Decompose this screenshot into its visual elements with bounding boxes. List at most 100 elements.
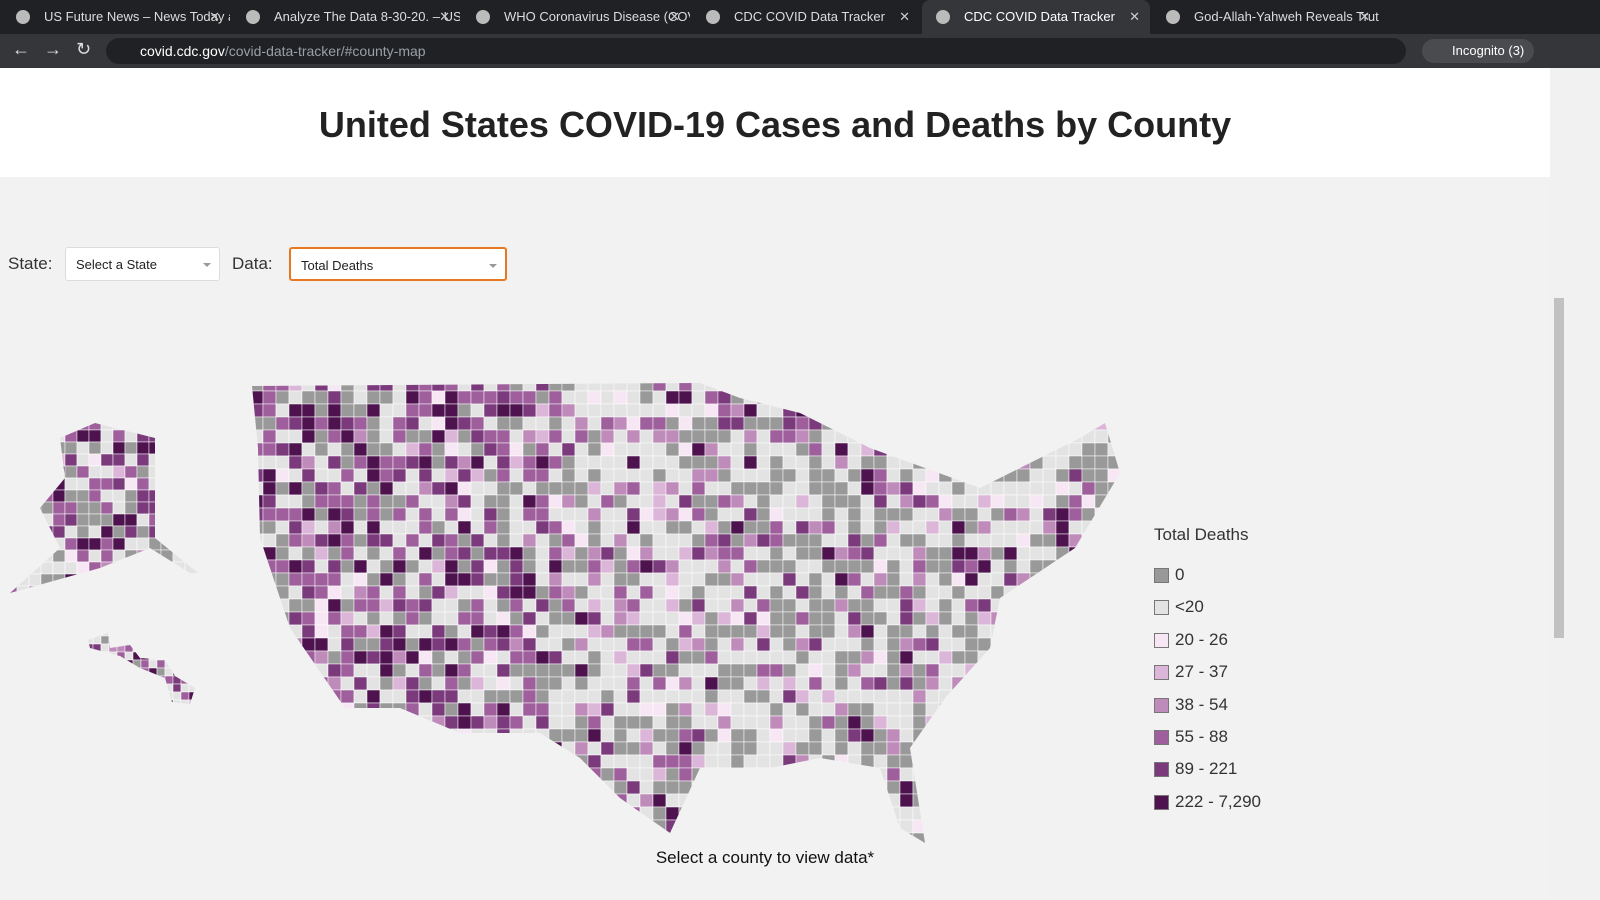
county[interactable] [678,572,693,587]
county[interactable] [964,507,979,522]
county[interactable] [704,780,719,795]
county[interactable] [951,806,966,821]
county[interactable] [1042,832,1057,846]
county[interactable] [925,676,940,691]
county[interactable] [353,429,368,444]
county[interactable] [509,455,524,470]
county[interactable] [704,572,719,587]
county[interactable] [834,455,849,470]
county[interactable] [782,507,797,522]
county[interactable] [112,477,126,491]
county[interactable] [535,663,550,678]
county[interactable] [1121,638,1134,651]
county[interactable] [112,453,126,467]
state-select[interactable]: Select a State [65,247,220,281]
county[interactable] [847,546,862,561]
county[interactable] [379,793,394,808]
county[interactable] [899,520,914,535]
scroll-thumb[interactable] [1554,298,1564,638]
county[interactable] [301,572,316,587]
county[interactable] [639,520,654,535]
county[interactable] [730,378,745,392]
county[interactable] [548,468,563,483]
county[interactable] [509,403,524,418]
county[interactable] [743,378,758,392]
county[interactable] [148,418,162,431]
county[interactable] [1121,508,1134,521]
county[interactable] [1042,507,1057,522]
county[interactable] [148,441,162,455]
county[interactable] [1068,780,1083,795]
county[interactable] [353,378,368,392]
county[interactable] [1042,793,1057,808]
county[interactable] [92,643,102,653]
county[interactable] [483,780,498,795]
county[interactable] [509,793,524,808]
county[interactable] [132,699,142,708]
county[interactable] [431,468,446,483]
county[interactable] [418,754,433,769]
county[interactable] [275,429,290,444]
county[interactable] [600,559,615,574]
county[interactable] [860,585,875,600]
county[interactable] [834,442,849,457]
county[interactable] [600,442,615,457]
county[interactable] [964,416,979,431]
county[interactable] [990,650,1005,665]
county[interactable] [327,728,342,743]
county[interactable] [509,663,524,678]
county[interactable] [925,455,940,470]
county[interactable] [847,572,862,587]
county[interactable] [457,676,472,691]
county[interactable] [1016,559,1031,574]
county[interactable] [561,611,576,626]
county[interactable] [613,598,628,613]
county[interactable] [1094,468,1109,483]
county[interactable] [782,455,797,470]
county[interactable] [1121,612,1134,625]
county[interactable] [574,416,589,431]
county[interactable] [847,559,862,574]
county[interactable] [652,689,667,704]
county[interactable] [196,418,209,431]
county[interactable] [704,637,719,652]
county[interactable] [626,403,641,418]
county[interactable] [1003,793,1018,808]
county[interactable] [262,494,277,509]
county[interactable] [366,624,381,639]
county[interactable] [756,416,771,431]
county[interactable] [431,585,446,600]
county[interactable] [977,559,992,574]
county[interactable] [990,520,1005,535]
county[interactable] [470,728,485,743]
county[interactable] [899,455,914,470]
county[interactable] [561,429,576,444]
tab-close[interactable]: ✕ [209,9,220,24]
county[interactable] [509,819,524,834]
county[interactable] [769,572,784,587]
county[interactable] [769,689,784,704]
county[interactable] [587,481,602,496]
county[interactable] [717,689,732,704]
county[interactable] [912,481,927,496]
county[interactable] [172,585,186,598]
county[interactable] [834,403,849,418]
county[interactable] [509,572,524,587]
county[interactable] [795,598,810,613]
county[interactable] [1068,663,1083,678]
county[interactable] [100,513,114,527]
county[interactable] [951,611,966,626]
county[interactable] [353,767,368,782]
county[interactable] [405,728,420,743]
county[interactable] [340,494,355,509]
county[interactable] [327,754,342,769]
county[interactable] [444,754,459,769]
county[interactable] [912,767,927,782]
county[interactable] [340,572,355,587]
county[interactable] [639,507,654,522]
county[interactable] [327,780,342,795]
county[interactable] [756,702,771,717]
county[interactable] [85,691,94,701]
county[interactable] [1055,481,1070,496]
county[interactable] [470,442,485,457]
